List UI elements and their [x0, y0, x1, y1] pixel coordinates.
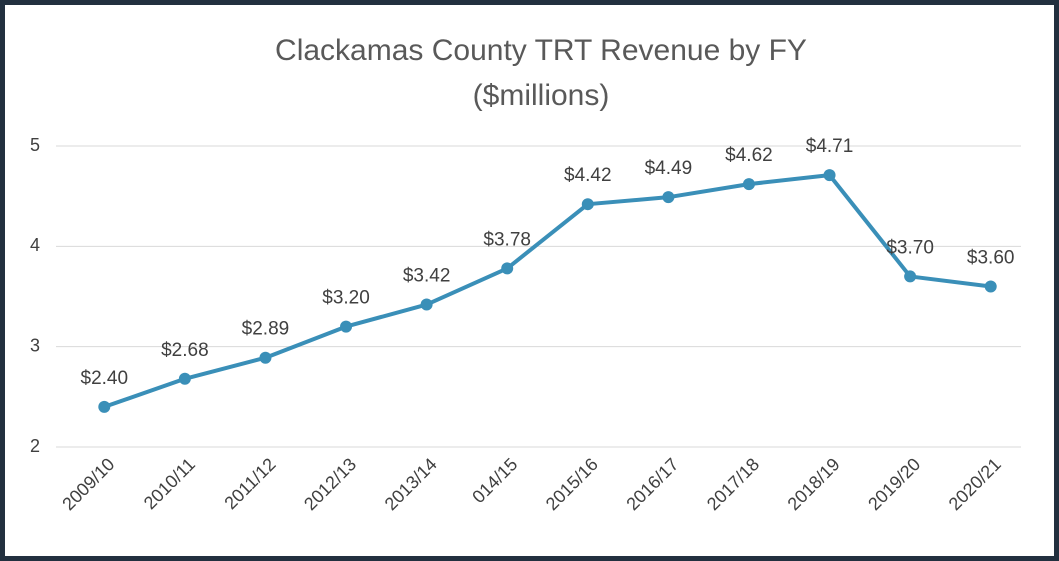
marker — [501, 262, 514, 275]
data-label: $3.42 — [403, 266, 451, 287]
data-label: $3.70 — [886, 237, 934, 258]
data-label: $4.71 — [806, 136, 854, 157]
marker — [823, 169, 836, 182]
line — [103, 173, 991, 409]
y-tick-label: 3 — [30, 335, 40, 355]
data-label: $4.42 — [564, 165, 612, 186]
data-label: $4.49 — [645, 158, 693, 179]
marker — [984, 280, 997, 293]
chart-subtitle: ($millions) — [473, 79, 610, 112]
marker — [98, 400, 111, 413]
marker — [904, 270, 917, 283]
y-tick-label: 2 — [30, 436, 40, 456]
data-label: $3.20 — [322, 288, 370, 309]
marker — [581, 198, 594, 211]
marker — [259, 351, 272, 364]
marker — [340, 320, 353, 333]
data-label: $3.60 — [967, 247, 1015, 268]
marker — [742, 178, 755, 191]
data-label: $3.78 — [483, 229, 531, 250]
marker — [178, 372, 191, 385]
marker — [662, 191, 675, 204]
data-label: $4.62 — [725, 145, 773, 166]
y-tick-label: 4 — [30, 235, 40, 255]
y-tick-label: 5 — [30, 135, 40, 155]
data-label: $2.68 — [161, 340, 209, 361]
marker — [420, 298, 433, 311]
data-label: $2.89 — [242, 319, 290, 340]
chart-title: Clackamas County TRT Revenue by FY — [275, 34, 807, 67]
data-label: $2.40 — [81, 368, 129, 389]
